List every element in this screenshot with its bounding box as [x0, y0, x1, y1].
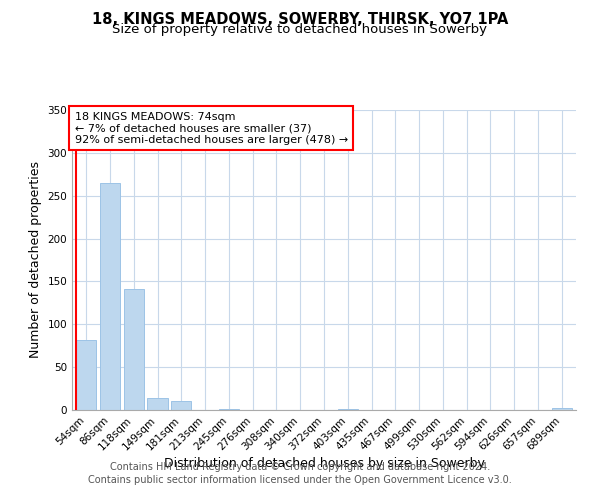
Text: 18, KINGS MEADOWS, SOWERBY, THIRSK, YO7 1PA: 18, KINGS MEADOWS, SOWERBY, THIRSK, YO7 … — [92, 12, 508, 28]
Bar — [219, 409, 239, 410]
Text: Contains HM Land Registry data © Crown copyright and database right 2024.: Contains HM Land Registry data © Crown c… — [110, 462, 490, 472]
X-axis label: Distribution of detached houses by size in Sowerby: Distribution of detached houses by size … — [164, 458, 484, 470]
Bar — [148, 398, 167, 410]
Bar — [124, 289, 144, 410]
Bar — [171, 402, 191, 410]
Text: Contains public sector information licensed under the Open Government Licence v3: Contains public sector information licen… — [88, 475, 512, 485]
Y-axis label: Number of detached properties: Number of detached properties — [29, 162, 42, 358]
Bar — [100, 183, 120, 410]
Text: 18 KINGS MEADOWS: 74sqm
← 7% of detached houses are smaller (37)
92% of semi-det: 18 KINGS MEADOWS: 74sqm ← 7% of detached… — [74, 112, 348, 144]
Bar — [551, 408, 572, 410]
Text: Size of property relative to detached houses in Sowerby: Size of property relative to detached ho… — [113, 22, 487, 36]
Bar — [338, 409, 358, 410]
Bar — [76, 340, 97, 410]
